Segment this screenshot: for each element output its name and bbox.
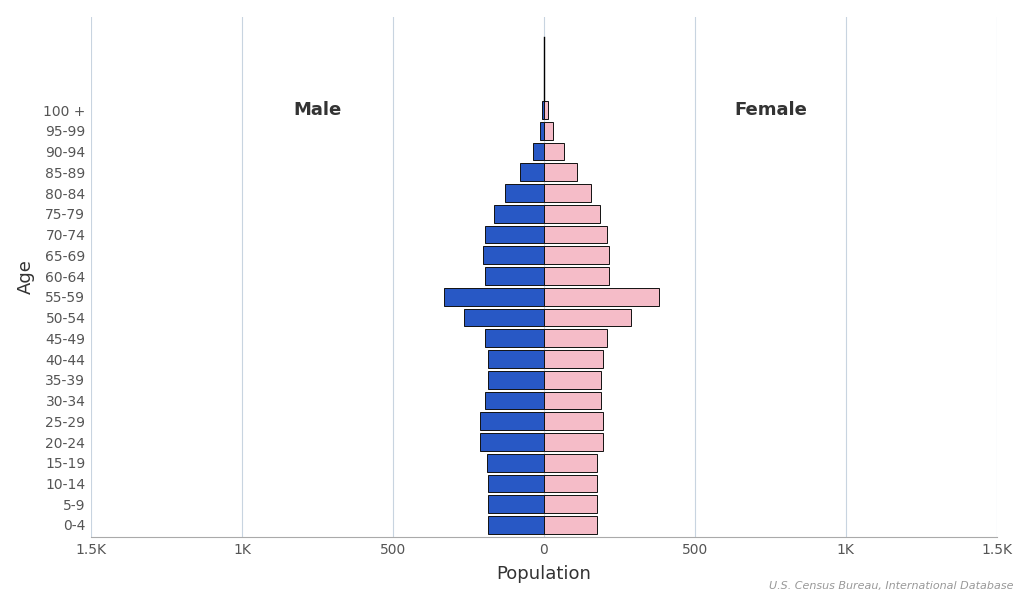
Bar <box>542 101 544 119</box>
Bar <box>494 205 544 223</box>
Bar <box>488 371 544 389</box>
Bar <box>485 329 544 347</box>
Text: U.S. Census Bureau, International Database: U.S. Census Bureau, International Databa… <box>769 581 1014 591</box>
Bar <box>544 163 577 181</box>
Bar <box>544 247 609 264</box>
Bar <box>544 516 597 534</box>
Bar <box>544 288 659 305</box>
Bar <box>544 496 597 513</box>
Y-axis label: Age: Age <box>16 260 35 295</box>
Bar <box>544 433 603 451</box>
Bar <box>485 267 544 285</box>
Bar <box>464 308 544 326</box>
Bar <box>487 454 544 472</box>
Bar <box>544 392 601 409</box>
Bar <box>544 267 609 285</box>
Bar <box>504 184 544 202</box>
Bar <box>544 226 607 244</box>
Bar <box>544 371 601 389</box>
Bar <box>544 412 603 430</box>
Bar <box>544 308 632 326</box>
Text: Male: Male <box>293 101 342 119</box>
Bar <box>445 288 544 305</box>
X-axis label: Population: Population <box>496 565 592 583</box>
Text: Female: Female <box>734 101 807 119</box>
Bar <box>539 122 544 140</box>
Bar <box>488 516 544 534</box>
Bar <box>544 475 597 493</box>
Bar <box>485 226 544 244</box>
Bar <box>544 184 591 202</box>
Bar <box>544 101 548 119</box>
Bar <box>544 454 597 472</box>
Bar <box>488 475 544 493</box>
Bar <box>488 496 544 513</box>
Bar <box>533 143 544 160</box>
Bar <box>488 350 544 368</box>
Bar <box>544 329 607 347</box>
Bar <box>544 122 553 140</box>
Bar <box>544 143 564 160</box>
Bar <box>520 163 544 181</box>
Bar <box>484 247 544 264</box>
Bar <box>544 350 603 368</box>
Bar <box>481 433 544 451</box>
Bar <box>485 392 544 409</box>
Bar <box>544 205 600 223</box>
Bar <box>481 412 544 430</box>
